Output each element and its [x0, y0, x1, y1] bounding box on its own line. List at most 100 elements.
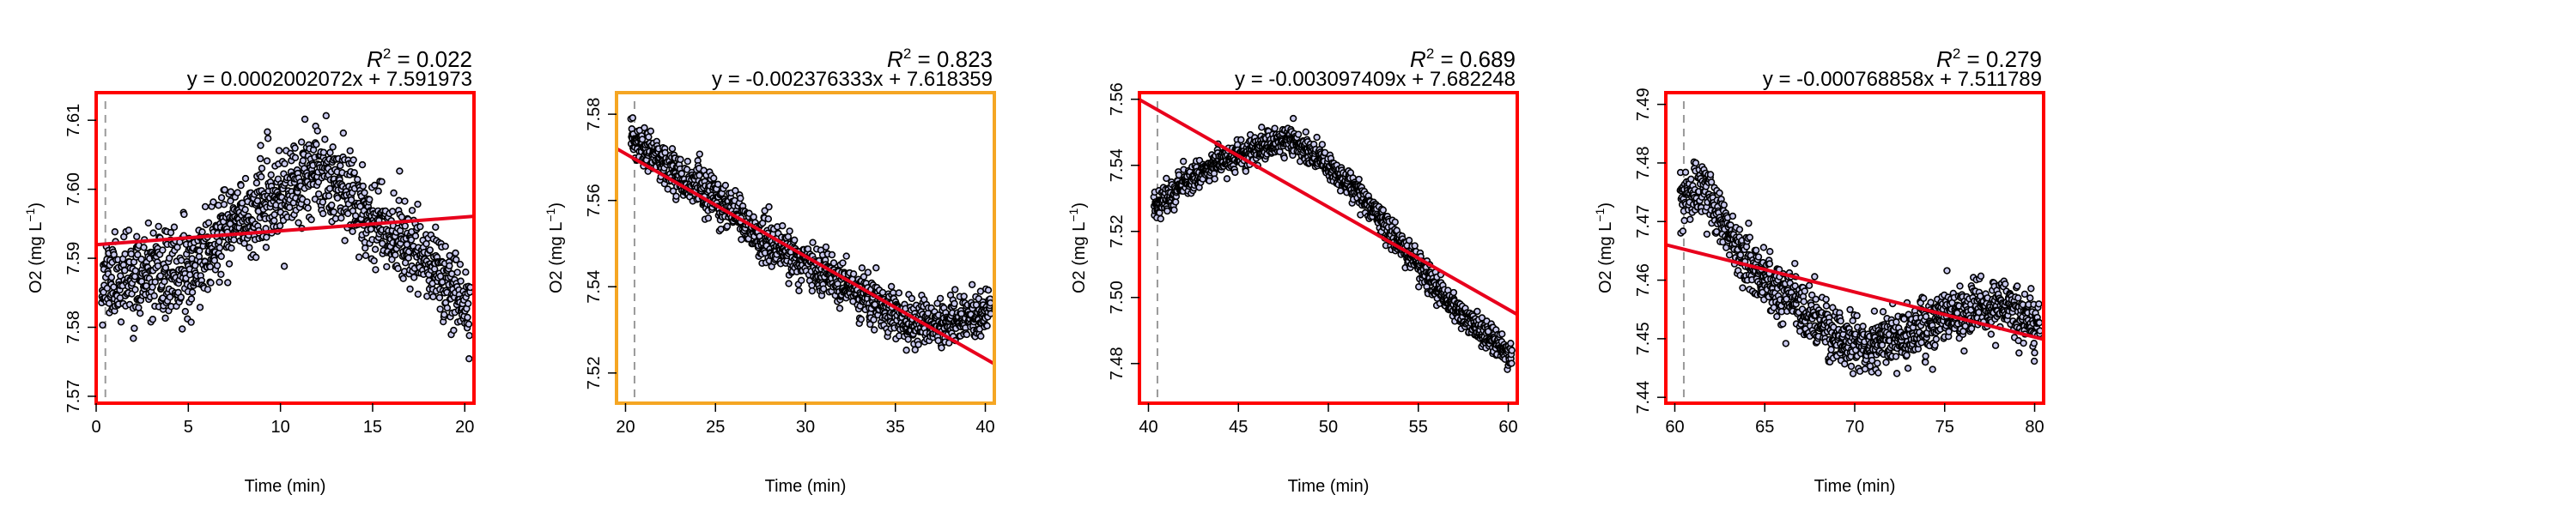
data-point [1837, 317, 1844, 325]
r-squared-value: = 0.279 [1960, 46, 2042, 72]
data-point [207, 279, 215, 287]
data-point [256, 154, 264, 163]
data-point [914, 341, 922, 348]
data-point [1977, 272, 1985, 281]
data-point [1759, 244, 1768, 251]
data-point [1847, 362, 1856, 371]
data-point [258, 165, 266, 172]
data-point [987, 299, 994, 307]
data-point [179, 325, 186, 333]
data-point [714, 180, 722, 189]
data-point [403, 240, 411, 249]
data-point [253, 196, 262, 205]
r-squared-value: = 0.022 [391, 46, 472, 72]
data-point [99, 321, 106, 329]
data-point [1956, 282, 1964, 290]
data-point [307, 215, 315, 224]
data-point [105, 299, 113, 307]
data-point [696, 172, 703, 179]
data-point [936, 294, 945, 303]
r-squared-symbol: R [887, 46, 903, 72]
y-tick-label: 7.50 [1108, 281, 1127, 314]
data-point [1703, 230, 1711, 238]
data-point [1893, 318, 1900, 326]
y-tick-label: 7.56 [1108, 82, 1127, 116]
data-point [151, 278, 159, 286]
data-point [267, 171, 275, 179]
data-point [181, 307, 190, 316]
data-point [1853, 311, 1861, 320]
data-point [225, 260, 234, 268]
regression-equation: y = 0.0002002072x + 7.591973 [187, 68, 472, 91]
data-point [704, 214, 713, 222]
data-point [349, 227, 356, 235]
y-axis-title-close: ) [27, 202, 46, 208]
data-point [341, 237, 349, 244]
data-point [858, 264, 866, 272]
data-point [349, 156, 357, 164]
x-tick-label: 30 [796, 418, 815, 437]
data-point [264, 128, 271, 136]
data-point [371, 181, 379, 190]
data-point [276, 221, 284, 230]
data-point [188, 288, 197, 296]
data-point [196, 247, 204, 255]
data-point [866, 320, 874, 329]
data-point [1179, 157, 1188, 166]
data-point [204, 286, 212, 293]
data-point [464, 313, 471, 322]
data-point [895, 289, 903, 297]
data-point [1449, 288, 1458, 297]
data-point [1801, 287, 1809, 295]
data-point [329, 143, 337, 151]
data-point [1746, 233, 1754, 241]
data-point [1163, 174, 1170, 183]
data-point [1960, 347, 1968, 355]
data-point [1765, 260, 1774, 268]
data-point [187, 318, 195, 326]
data-point [1313, 133, 1321, 142]
y-axis-title: O2 (mg L−1) [23, 202, 46, 293]
data-point [291, 154, 300, 161]
data-point [645, 133, 653, 141]
data-point [351, 212, 360, 220]
data-point [217, 270, 225, 279]
y-axis-title-close: ) [1070, 202, 1089, 208]
data-point [1927, 299, 1935, 306]
r-squared-value: = 0.689 [1434, 46, 1516, 72]
data-point [166, 293, 174, 301]
r-squared-label: R2 = 0.823 [887, 45, 993, 72]
data-point [252, 179, 261, 187]
y-tick-label: 7.52 [1108, 214, 1127, 248]
x-tick-label: 10 [271, 418, 290, 437]
data-point [745, 209, 753, 217]
data-point [1849, 317, 1856, 325]
data-point [1931, 341, 1939, 349]
data-point [149, 316, 157, 323]
data-point [683, 157, 692, 166]
data-point [1754, 253, 1763, 261]
data-point [1211, 175, 1218, 183]
data-point [121, 250, 129, 258]
data-point [870, 326, 878, 334]
data-point [765, 202, 773, 211]
data-point [170, 223, 179, 231]
y-axis-title: O2 (mg L−1) [544, 202, 566, 293]
data-point [107, 274, 116, 281]
data-point [227, 197, 234, 205]
y-tick-label: 7.47 [1634, 205, 1653, 238]
data-point [134, 250, 142, 259]
data-point [411, 232, 420, 240]
data-point [2026, 294, 2034, 302]
data-point [764, 215, 773, 223]
r-squared-symbol: R [367, 46, 383, 72]
data-point [196, 304, 204, 311]
r-squared-exponent: 2 [1953, 45, 1960, 62]
data-point [786, 227, 793, 235]
data-point [785, 280, 793, 287]
data-point [1707, 178, 1716, 186]
x-tick-label: 0 [91, 418, 100, 437]
y-tick-label: 7.54 [585, 270, 604, 304]
data-point [819, 285, 828, 293]
